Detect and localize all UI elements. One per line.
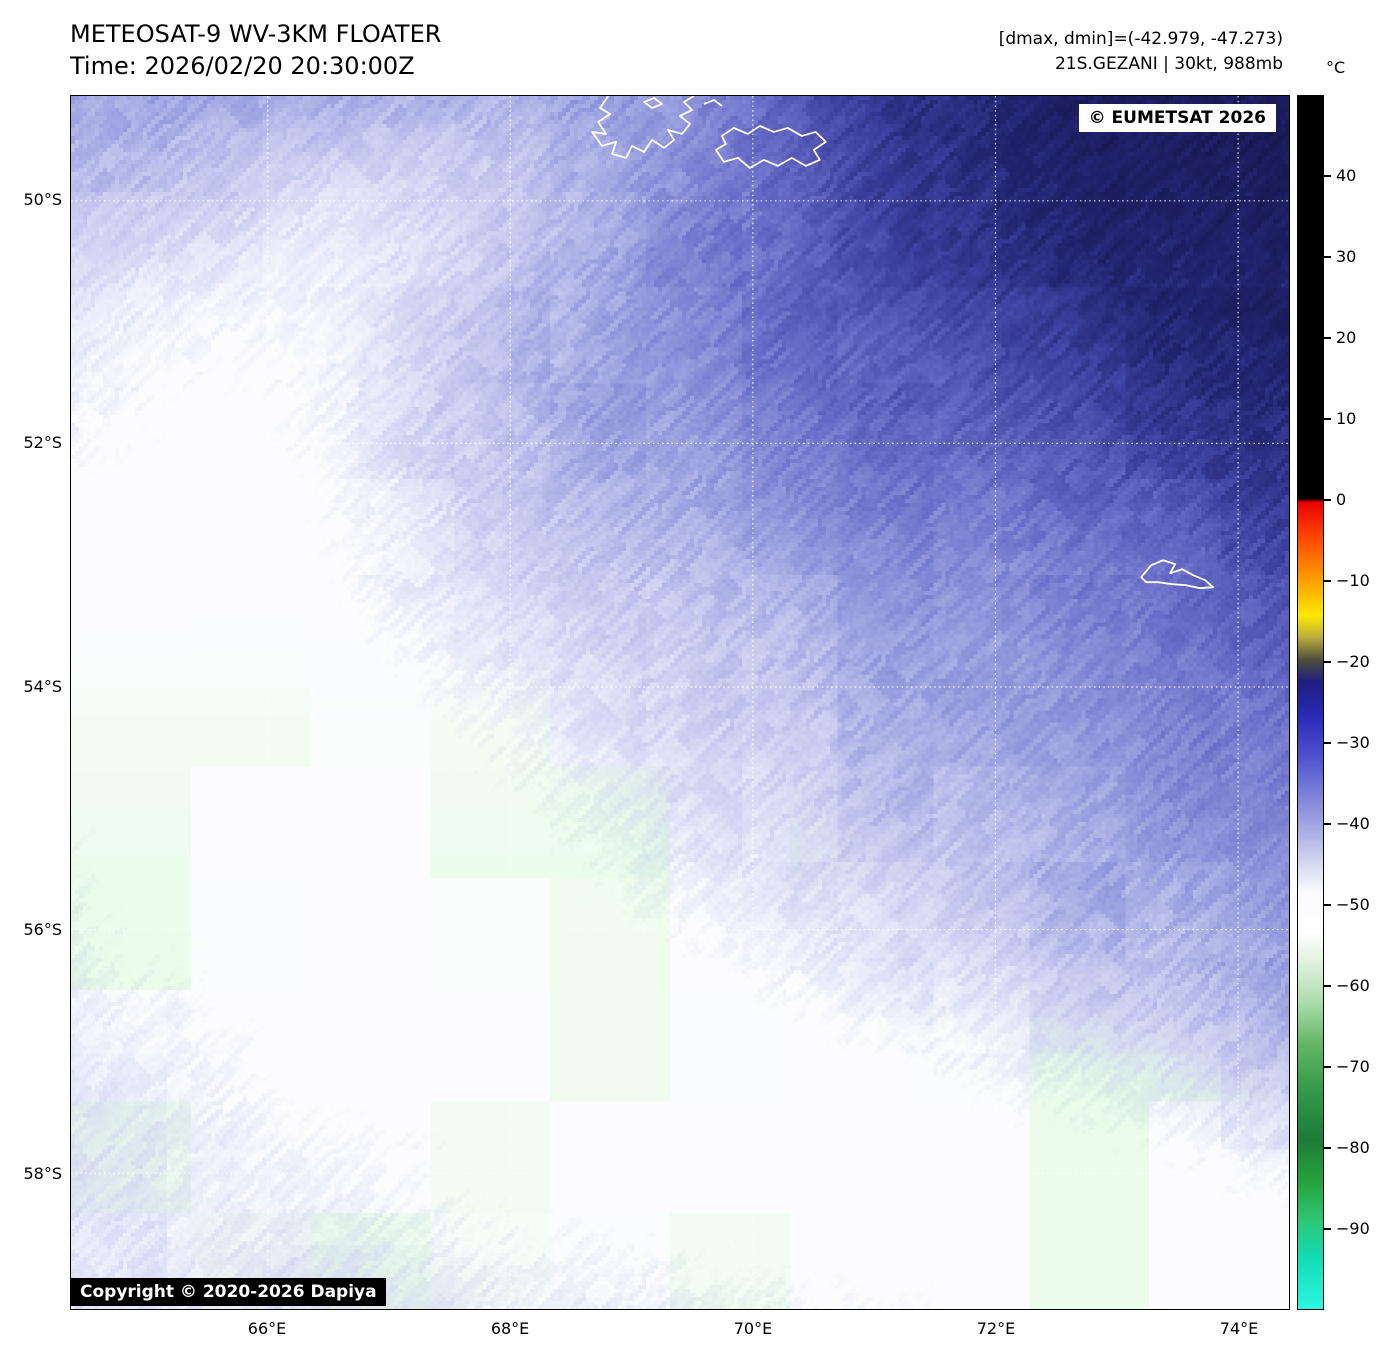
colorbar-tickmark <box>1324 985 1331 987</box>
lon-tick-label: 72°E <box>976 1319 1016 1338</box>
colorbar-tickmark <box>1324 175 1331 177</box>
colorbar-gradient <box>1298 96 1323 1309</box>
colorbar-tickmark <box>1324 823 1331 825</box>
colorbar-tick-label: 40 <box>1336 166 1357 185</box>
coastline <box>591 96 695 159</box>
colorbar-tickmark <box>1324 1066 1331 1068</box>
colorbar-tickmark <box>1324 661 1331 663</box>
lat-tick-label: 50°S <box>23 189 62 209</box>
colorbar-tick-label: 20 <box>1336 328 1357 347</box>
lat-tick-label: 54°S <box>23 676 62 696</box>
eumetsat-credit-badge: © EUMETSAT 2026 <box>1078 104 1276 132</box>
colorbar-unit-label: °C <box>1326 58 1346 77</box>
colorbar-tick-label: 10 <box>1336 409 1357 428</box>
coastline <box>703 99 723 107</box>
colorbar-tickmark <box>1324 580 1331 582</box>
colorbar-tick-label: −50 <box>1336 895 1370 914</box>
colorbar-tick-label: 30 <box>1336 247 1357 266</box>
colorbar-tick-label: 0 <box>1336 490 1347 509</box>
satellite-imagery-canvas <box>71 96 1289 1309</box>
map-overlay <box>71 96 1289 1309</box>
colorbar-tick-label: −80 <box>1336 1138 1370 1157</box>
colorbar-tickmark <box>1324 904 1331 906</box>
colorbar-tickmark <box>1324 256 1331 258</box>
colorbar-tickmark <box>1324 418 1331 420</box>
lon-tick-label: 74°E <box>1219 1319 1259 1338</box>
lon-tick-label: 68°E <box>490 1319 530 1338</box>
map-title: METEOSAT-9 WV-3KM FLOATER <box>70 20 442 48</box>
colorbar-tickmark <box>1324 1228 1331 1230</box>
colorbar-tickmark <box>1324 337 1331 339</box>
coastline <box>643 97 663 109</box>
colorbar-tick-label: −40 <box>1336 814 1370 833</box>
storm-info: 21S.GEZANI | 30kt, 988mb <box>1054 54 1283 74</box>
colorbar-tick-label: −70 <box>1336 1057 1370 1076</box>
lon-tick-label: 66°E <box>247 1319 287 1338</box>
colorbar-tick-label: −90 <box>1336 1219 1370 1238</box>
lat-tick-label: 56°S <box>23 919 62 939</box>
colorbar-tick-label: −30 <box>1336 733 1370 752</box>
lat-tick-label: 58°S <box>23 1164 62 1184</box>
lon-tick-label: 70°E <box>733 1319 773 1338</box>
dmax-dmin-stats: [dmax, dmin]=(-42.979, -47.273) <box>998 29 1283 49</box>
colorbar-tick-label: −10 <box>1336 571 1370 590</box>
colorbar-tick-label: −60 <box>1336 976 1370 995</box>
colorbar <box>1297 95 1324 1310</box>
colorbar-tick-label: −20 <box>1336 652 1370 671</box>
colorbar-tickmark <box>1324 1147 1331 1149</box>
map-time: Time: 2026/02/20 20:30:00Z <box>70 52 415 80</box>
coastline <box>715 125 827 169</box>
colorbar-tickmark <box>1324 742 1331 744</box>
lat-tick-label: 52°S <box>23 432 62 452</box>
copyright-badge: Copyright © 2020-2026 Dapiya <box>71 1278 386 1306</box>
satellite-map-plot: © EUMETSAT 2026 Copyright © 2020-2026 Da… <box>70 95 1290 1310</box>
colorbar-tickmark <box>1324 499 1331 501</box>
coastline <box>1140 559 1215 590</box>
header-right: [dmax, dmin]=(-42.979, -47.273) 21S.GEZA… <box>999 27 1283 77</box>
